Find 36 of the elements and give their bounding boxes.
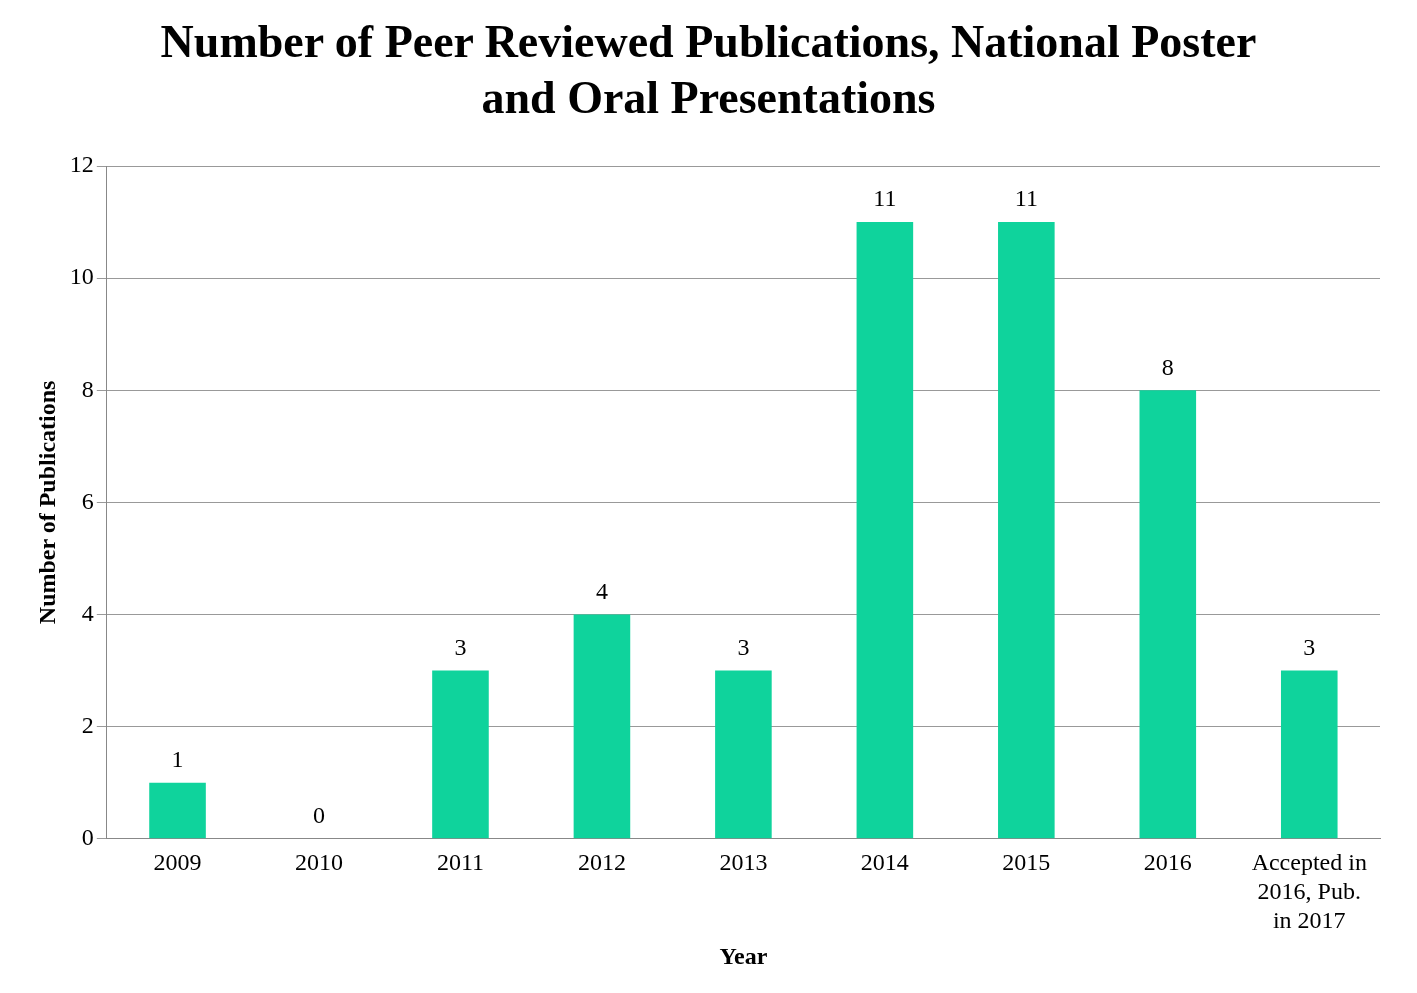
data-label: 3 <box>1303 633 1316 660</box>
x-tick-label: 2013 <box>719 849 768 876</box>
bar <box>1139 390 1197 839</box>
x-tick-label: 2010 <box>295 849 343 876</box>
data-label: 1 <box>171 746 184 773</box>
bar <box>715 670 772 839</box>
y-tick-label: 8 <box>81 375 94 402</box>
x-tick-label: 2015 <box>1002 849 1051 876</box>
y-tick-label: 10 <box>69 263 94 290</box>
x-tick-label: 2012 <box>577 849 626 876</box>
chart-title: Number of Peer Reviewed Publications, National Poster and Oral Presentations <box>159 15 1258 125</box>
x-tick-label: 2011 <box>436 849 485 876</box>
data-label: 11 <box>1014 185 1038 212</box>
y-tick-label: 4 <box>81 599 94 626</box>
x-tick-label: 2009 <box>153 849 202 876</box>
y-tick-label: 6 <box>81 487 94 514</box>
y-axis-title: Number of Publications <box>33 380 60 625</box>
bar <box>573 614 631 839</box>
y-tick-label: 12 <box>69 151 94 178</box>
x-tick-label: 2014 <box>860 849 909 876</box>
data-label: 11 <box>873 185 897 212</box>
bar <box>1280 670 1338 839</box>
y-tick-label: 0 <box>81 824 94 851</box>
x-tick-label: 2016 <box>1143 849 1192 876</box>
y-tick-label: 2 <box>81 711 94 738</box>
bar <box>432 670 489 839</box>
bar <box>998 222 1055 839</box>
data-label: 0 <box>313 802 325 829</box>
x-tick-label: Accepted in 2016, Pub. in 2017 <box>1251 849 1367 934</box>
data-label: 3 <box>454 633 467 660</box>
x-axis-title: Year <box>719 942 768 969</box>
data-label: 4 <box>595 577 608 604</box>
bar <box>149 782 206 839</box>
data-label: 8 <box>1161 353 1174 380</box>
data-label: 3 <box>737 633 750 660</box>
bar <box>856 222 914 839</box>
